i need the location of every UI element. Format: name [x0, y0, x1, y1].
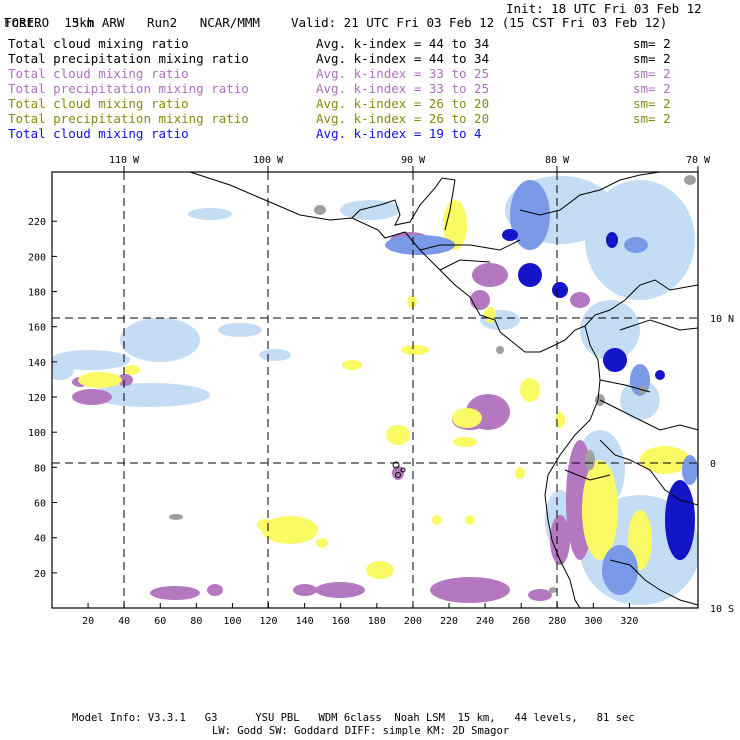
- x-tick-label-7: 160: [332, 616, 350, 627]
- galapagos-islands: [392, 461, 406, 478]
- legend-kindex-3: Avg. k-index = 33 to 25: [316, 81, 490, 96]
- y-tick-label-9: 40: [34, 534, 46, 545]
- legend-sm-0: sm= 2: [633, 36, 671, 51]
- legend-field-2: Total cloud mixing ratio: [8, 66, 189, 81]
- x-tick-label-6: 140: [296, 616, 314, 627]
- y-tick-label-8: 60: [34, 499, 46, 510]
- legend-sm-5: sm= 2: [633, 111, 671, 126]
- longitude-labels: 110 W 100 W 90 W 80 W 70 W: [109, 155, 711, 166]
- x-tick-label-11: 240: [476, 616, 494, 627]
- y-tick-label-5: 120: [28, 393, 46, 404]
- legend-sm-3: sm= 2: [633, 81, 671, 96]
- legend-field-4: Total cloud mixing ratio: [8, 96, 189, 111]
- legend-field-3: Total precipitation mixing ratio: [8, 81, 249, 96]
- legend-sm-4: sm= 2: [633, 96, 671, 111]
- y-tick-label-3: 160: [28, 323, 46, 334]
- x-tick-label-0: 20: [82, 616, 94, 627]
- lat-label-2: 10 S: [710, 604, 734, 615]
- footer-model-info: Model Info: V3.3.1 G3 YSU PBL WDM 6class…: [72, 712, 635, 724]
- x-tick-label-10: 220: [440, 616, 458, 627]
- legend-field-6: Total cloud mixing ratio: [8, 126, 189, 141]
- coastlines: [189, 172, 698, 608]
- x-tick-label-1: 40: [118, 616, 130, 627]
- x-tick-label-4: 100: [223, 616, 241, 627]
- x-tick-label-3: 80: [190, 616, 202, 627]
- y-tick-label-10: 20: [34, 569, 46, 580]
- x-tick-label-5: 120: [260, 616, 278, 627]
- y-tick-label-4: 140: [28, 358, 46, 369]
- legend-field-5: Total precipitation mixing ratio: [8, 111, 249, 126]
- lon-label-4: 70 W: [686, 155, 711, 166]
- y-axis-ticks: 220 200 180 160 140 120 100 80 60 40 20: [28, 217, 57, 580]
- forecast-hours: Fcst. 3 h: [4, 16, 94, 30]
- map-area: [52, 172, 698, 608]
- legend-field-0: Total cloud mixing ratio: [8, 36, 189, 51]
- y-tick-label-0: 220: [28, 217, 46, 228]
- legend-kindex-0: Avg. k-index = 44 to 34: [316, 36, 490, 51]
- init-time: Init: 18 UTC Fri 03 Feb 12: [506, 1, 702, 16]
- lat-label-0: 10 N: [710, 314, 734, 325]
- model-resolution: 15km ARW: [64, 15, 125, 30]
- legend-kindex-6: Avg. k-index = 19 to 4: [316, 126, 482, 141]
- x-tick-label-14: 300: [584, 616, 602, 627]
- x-tick-label-13: 280: [548, 616, 566, 627]
- cloud-gray: [169, 175, 696, 593]
- x-axis-ticks: 20 40 60 80 100 120 140 160 180 200 220 240 260 280 30…: [82, 603, 638, 627]
- lon-label-1: 100 W: [253, 155, 284, 166]
- x-tick-label-9: 200: [404, 616, 422, 627]
- lon-label-0: 110 W: [109, 155, 140, 166]
- legend-kindex-1: Avg. k-index = 44 to 34: [316, 51, 490, 66]
- latitude-labels: 10 N 0 10 S: [710, 314, 734, 615]
- model-name: TORERO: [4, 15, 50, 30]
- legend-sm-2: sm= 2: [633, 66, 671, 81]
- y-tick-label-1: 200: [28, 252, 46, 263]
- x-tick-label-15: 320: [620, 616, 638, 627]
- graticule: [52, 172, 698, 608]
- fcst-value: 3 h: [71, 15, 95, 30]
- x-tick-label-12: 260: [512, 616, 530, 627]
- footer-physics-info: LW: Godd SW: Goddard DIFF: simple KM: 2D…: [212, 725, 510, 737]
- organization: NCAR/MMM: [199, 15, 260, 30]
- x-tick-label-8: 180: [368, 616, 386, 627]
- y-tick-label-6: 100: [28, 428, 46, 439]
- legend-sm-1: sm= 2: [633, 51, 671, 66]
- legend-kindex-5: Avg. k-index = 26 to 20: [316, 111, 490, 126]
- lat-label-1: 0: [710, 459, 716, 470]
- x-tick-label-2: 60: [154, 616, 166, 627]
- run-label: Run2: [147, 15, 178, 30]
- top-ticks: [123, 166, 699, 172]
- header-left: TORERO 15km ARW Run2 NCAR/MMM: [4, 2, 260, 30]
- legend-field-1: Total precipitation mixing ratio: [8, 51, 249, 66]
- fcst-label: Fcst.: [4, 15, 42, 30]
- y-tick-label-2: 180: [28, 288, 46, 299]
- legend-kindex-4: Avg. k-index = 26 to 20: [316, 96, 490, 111]
- lon-label-3: 80 W: [545, 155, 570, 166]
- y-tick-label-7: 80: [34, 463, 46, 474]
- valid-time: Valid: 21 UTC Fri 03 Feb 12 (15 CST Fri …: [291, 15, 668, 30]
- lon-label-2: 90 W: [401, 155, 426, 166]
- legend-kindex-2: Avg. k-index = 33 to 25: [316, 66, 490, 81]
- map-frame: [51, 171, 699, 609]
